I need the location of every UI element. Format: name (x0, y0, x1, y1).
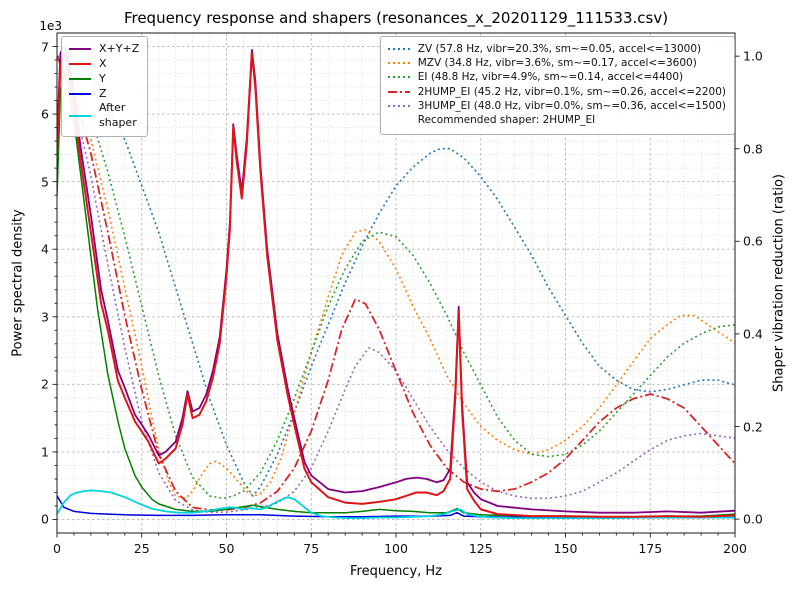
legend-item-label: Y (99, 71, 106, 85)
legend-item-2hump-ei: 2HUMP_EI (45.2 Hz, vibr=0.1%, sm~=0.26, … (387, 85, 726, 99)
legend-line-sample (69, 48, 91, 51)
legend-line-sample (387, 104, 410, 107)
series-3hump-ei (57, 55, 735, 514)
series-zv (57, 55, 735, 497)
legend-item-label: ZV (57.8 Hz, vibr=20.3%, sm~=0.05, accel… (417, 43, 702, 55)
legend-item-ei: EI (48.8 Hz, vibr=4.9%, sm~=0.14, accel<… (387, 70, 726, 84)
series-mzv (57, 55, 735, 500)
yleft-tick-1: 1 (41, 444, 49, 460)
y-axis-label-left: Power spectral density (10, 209, 26, 357)
legend-item-label: 2HUMP_EI (45.2 Hz, vibr=0.1%, sm~=0.26, … (417, 85, 726, 98)
legend-item-label: X+Y+Z (99, 42, 140, 55)
yright-tick-0.6: 0.6 (743, 233, 763, 249)
yleft-tick-2: 2 (41, 376, 49, 392)
yleft-tick-5: 5 (41, 174, 49, 190)
x-tick-175: 175 (638, 541, 663, 556)
y-axis-offset-text: 1e3 (39, 19, 62, 33)
series-x (57, 52, 735, 518)
legend-shapers: ZV (57.8 Hz, vibr=20.3%, sm~=0.05, accel… (379, 36, 735, 135)
x-tick-150: 150 (553, 541, 578, 556)
legend-line-sample (387, 90, 410, 93)
legend-item-mzv: MZV (34.8 Hz, vibr=3.6%, sm~=0.17, accel… (387, 56, 726, 70)
series-2hump-ei (57, 55, 735, 511)
series-y (57, 72, 735, 518)
legend-item-after-shaper: After shaper (68, 101, 139, 131)
legend-item-x-y-z: X+Y+Z (68, 42, 139, 57)
yleft-tick-6: 6 (41, 106, 49, 122)
x-tick-125: 125 (468, 541, 493, 556)
x-tick-0: 0 (53, 541, 61, 556)
legend-item-zv: ZV (57.8 Hz, vibr=20.3%, sm~=0.05, accel… (387, 42, 726, 56)
legend-item-x: X (68, 57, 139, 72)
legend-item-label: Z (99, 86, 107, 100)
legend-psd: X+Y+Z X Y Z After shaper (61, 36, 149, 138)
x-tick-25: 25 (133, 541, 150, 556)
x-tick-200: 200 (723, 541, 747, 556)
series-after-shaper (57, 489, 735, 519)
legend-item-label: EI (48.8 Hz, vibr=4.9%, sm~=0.14, accel<… (417, 71, 684, 84)
chart-title: Frequency response and shapers (resonanc… (123, 9, 669, 27)
yleft-tick-0: 0 (41, 511, 49, 527)
legend-line-sample (387, 48, 410, 51)
legend-item-label: MZV (34.8 Hz, vibr=3.6%, sm~=0.17, accel… (417, 57, 697, 70)
legend-item-label: 3HUMP_EI (48.0 Hz, vibr=0.0%, sm~=0.36, … (417, 99, 726, 112)
legend-item-label: X (99, 56, 107, 70)
legend-item-label: After shaper (99, 101, 137, 130)
x-tick-50: 50 (218, 541, 235, 556)
yright-tick-0.2: 0.2 (743, 419, 763, 435)
legend-line-sample (387, 62, 410, 65)
x-tick-100: 100 (384, 541, 408, 556)
yright-tick-1.0: 1.0 (743, 48, 763, 64)
x-tick-75: 75 (303, 541, 320, 556)
legend-line-sample (69, 92, 91, 95)
yleft-tick-7: 7 (41, 39, 49, 54)
yleft-tick-3: 3 (41, 309, 49, 325)
yleft-tick-4: 4 (41, 241, 49, 257)
yright-tick-0.0: 0.0 (743, 511, 763, 527)
legend-item-3hump-ei: 3HUMP_EI (48.0 Hz, vibr=0.0%, sm~=0.36, … (387, 99, 726, 113)
y-axis-label-right: Shaper vibration reduction (ratio) (771, 174, 787, 392)
x-axis-label: Frequency, Hz (349, 564, 443, 579)
yright-tick-0.4: 0.4 (743, 326, 763, 342)
yright-tick-0.8: 0.8 (743, 141, 763, 157)
recommended-shaper-note: Recommended shaper: 2HUMP_EI (417, 113, 596, 126)
legend-line-sample (69, 63, 91, 66)
legend-line-sample (387, 76, 410, 79)
legend-line-sample (69, 78, 91, 81)
legend-item-z: Z (68, 87, 139, 102)
legend-item-y: Y (68, 72, 139, 87)
legend-line-sample (69, 115, 91, 118)
